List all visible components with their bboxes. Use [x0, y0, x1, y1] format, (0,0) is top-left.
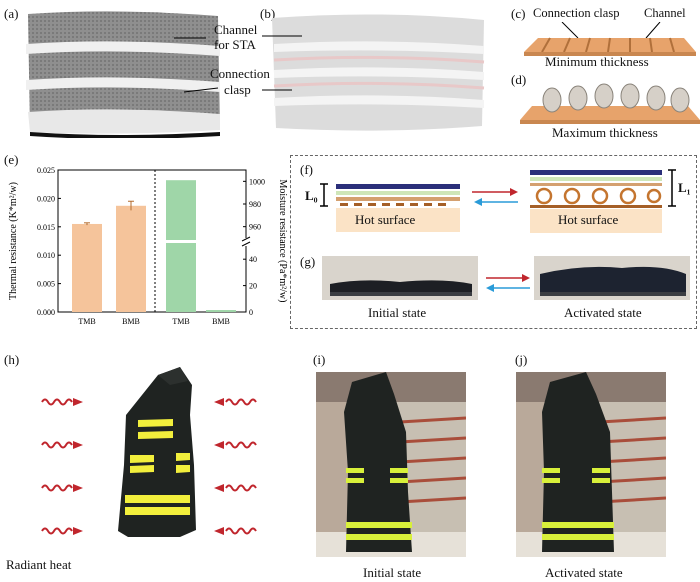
panel-label-i: (i)	[313, 352, 326, 367]
right-tick-label: 40	[249, 255, 257, 264]
left-axis-label: Thermal resistance (K*m²/w)	[8, 182, 19, 300]
left-tick-label: 0.015	[37, 223, 55, 232]
thermal-bar	[72, 223, 102, 312]
fabric-photo-b	[262, 14, 485, 131]
left-tick-label: 0.010	[37, 251, 55, 260]
axis-break-gap	[243, 238, 249, 246]
jacket-photo-activated	[516, 372, 666, 557]
panel-label-c: (c)	[511, 6, 526, 21]
panel-label-d: (d)	[511, 72, 527, 87]
initial-state-g: Initial state	[368, 305, 427, 320]
hot-surface-right: Hot surface	[558, 212, 619, 227]
panel-label-b: (b)	[260, 6, 276, 21]
channel-label-line2: for STA	[214, 37, 256, 52]
right-tick-label: 960	[249, 223, 261, 232]
fabric-photo-a	[26, 11, 220, 138]
left-tick-label: 0.000	[37, 308, 55, 317]
jacket-photo-initial	[316, 372, 466, 557]
thickness-photos	[322, 256, 690, 300]
right-tick-label: 1000	[249, 177, 265, 186]
thermal-bar	[116, 205, 146, 312]
moisture-bar	[166, 180, 196, 312]
clasp-label: Connection	[210, 66, 270, 81]
category-label: BMB	[122, 317, 140, 326]
initial-state-caption: Initial state	[363, 565, 422, 580]
panel-label-g: (g)	[300, 254, 316, 269]
left-tick-label: 0.020	[37, 194, 55, 203]
right-axis-label: Moisture resistance (Pa*m²/w)	[277, 180, 288, 303]
panel-label-a: (a)	[4, 6, 19, 21]
moisture-bar	[206, 310, 236, 312]
right-tick-label: 0	[249, 308, 253, 317]
max-thickness-diagram	[520, 83, 700, 124]
category-label: TMB	[78, 317, 95, 326]
radiant-heat-caption: Radiant heat	[6, 557, 72, 572]
layer-diagram	[320, 169, 676, 233]
left-tick-label: 0.005	[37, 280, 55, 289]
moisture-bar-break	[166, 240, 196, 243]
max-thickness-caption: Maximum thickness	[552, 125, 658, 140]
resistance-chart: 0.000 0.005 0.010 0.015 0.020 0.025 Thermal re…	[8, 166, 288, 326]
hot-surface-left: Hot surface	[355, 212, 416, 227]
activated-state-g: Activated state	[564, 305, 642, 320]
panel-label-f: (f)	[300, 162, 313, 177]
channel-label-c: Channel	[644, 6, 686, 20]
left-tick-label: 0.025	[37, 166, 55, 175]
activated-state-caption: Activated state	[545, 565, 623, 580]
l0-label: L₀	[305, 188, 318, 203]
l1-label: L₁	[678, 180, 691, 195]
axis-break-mark	[241, 241, 251, 247]
panel-label-e: (e)	[4, 152, 19, 167]
channel-label: Channel	[214, 22, 258, 37]
radiant-heat-diagram	[41, 367, 257, 537]
right-tick-label: 20	[249, 282, 257, 291]
min-thickness-caption: Minimum thickness	[545, 54, 649, 69]
mechanism-box	[290, 155, 697, 329]
clasp-label-line2: clasp	[224, 82, 251, 97]
category-label: BMB	[212, 317, 230, 326]
panel-label-j: (j)	[515, 352, 528, 367]
right-tick-label: 980	[249, 200, 261, 209]
connection-clasp-label: Connection clasp	[533, 6, 620, 20]
min-thickness-diagram	[524, 22, 696, 56]
category-label: TMB	[172, 317, 189, 326]
axis-break-mark	[241, 236, 251, 242]
panel-label-h: (h)	[4, 352, 20, 367]
